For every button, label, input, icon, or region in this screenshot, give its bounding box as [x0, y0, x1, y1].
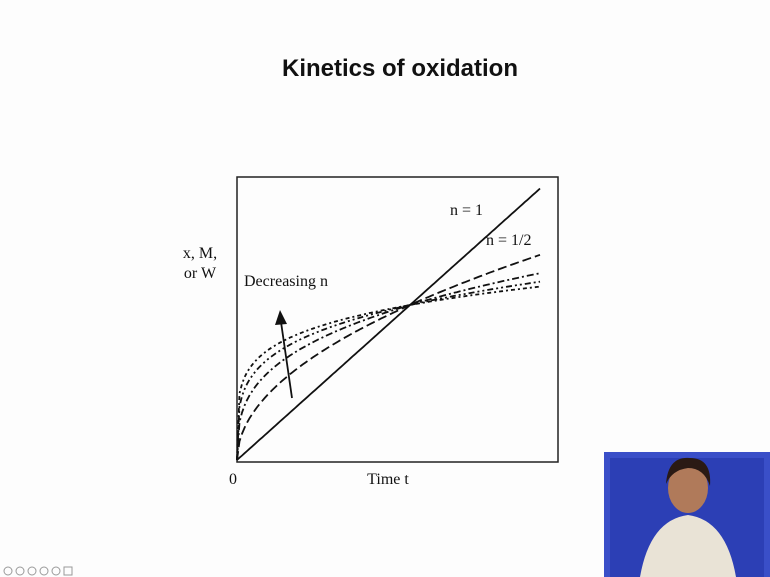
- person-hair: [666, 457, 711, 486]
- icon: [51, 566, 61, 576]
- annotation: n = 1/2: [486, 232, 531, 249]
- icon: [63, 566, 73, 576]
- y-axis-label: or W: [184, 265, 217, 282]
- curve: [236, 272, 541, 461]
- person-body: [640, 515, 736, 577]
- x-axis-label: Time t: [367, 471, 409, 488]
- annotation: n = 1: [450, 202, 483, 219]
- curve: [236, 254, 541, 461]
- y-axis-label: x, M,: [183, 245, 217, 262]
- icon: [15, 566, 25, 576]
- toolbar-icons: [3, 566, 73, 576]
- figure: x, M, or W Time t 0 n = 1 n = 1/2 Decrea…: [183, 176, 559, 488]
- curve: [236, 285, 541, 461]
- slide-title: Kinetics of oxidation: [282, 55, 518, 82]
- person-face: [668, 463, 708, 513]
- icon: [3, 566, 13, 576]
- origin-label: 0: [229, 471, 237, 488]
- arrow: [280, 321, 293, 399]
- curve: [236, 280, 541, 461]
- arrow-head: [275, 310, 287, 325]
- icon: [27, 566, 37, 576]
- curve: [236, 187, 541, 461]
- icon: [39, 566, 49, 576]
- plot-frame: [236, 176, 559, 463]
- annotation: Decreasing n: [244, 273, 328, 290]
- webcam: [604, 452, 770, 577]
